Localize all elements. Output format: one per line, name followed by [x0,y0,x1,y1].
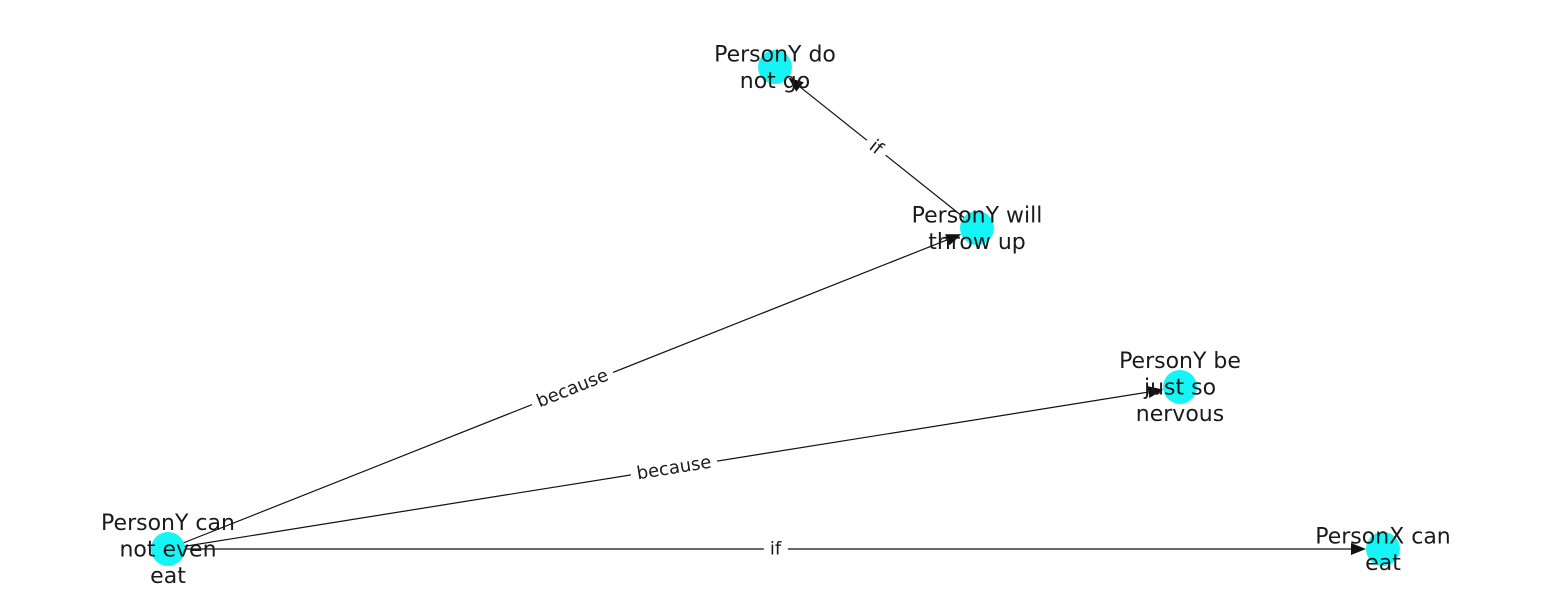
node-label: PersonY do not go [714,42,836,93]
node-label-line: PersonY be [1119,349,1241,374]
arrowhead-3 [1351,543,1366,555]
node-label-line: throw up [928,230,1026,255]
edges-layer [167,77,1366,555]
node-label-line: PersonY can [101,511,235,536]
node-label-line: eat [150,564,186,589]
node-label-line: not go [740,69,810,94]
node-circle-n_throw_up [960,211,994,245]
edge-label-group-0: if [859,131,893,165]
node-label-line: PersonY do [714,42,836,67]
node-label-line: eat [1365,551,1401,576]
edge-label-background [859,131,893,165]
edge-label: if [770,539,782,560]
edge-labels-layer: if because because if [527,131,893,561]
edge-label: because [534,365,612,412]
node-label-line: PersonY will [912,203,1043,228]
node-circle-n_x_can_eat [1366,532,1400,566]
arrowhead-1 [945,234,962,246]
edge-label-background [527,361,618,416]
node-circle-n_do_not_go [758,50,792,84]
edge-label-group-3: if [763,537,788,561]
edge-line-0 [799,86,978,229]
node-label: PersonY will throw up [912,203,1043,255]
node-label: PersonY can not even eat [101,511,235,589]
node-label-line: not even [119,538,216,563]
node-label-line: just so [1143,376,1216,401]
node-label: PersonY be just so nervous [1119,349,1241,427]
node-circle-n_nervous [1163,370,1197,404]
node-label-line: nervous [1136,402,1224,427]
arrowhead-2 [1147,386,1164,398]
edge-label-background [763,537,788,561]
node-label: PersonX can eat [1315,524,1451,576]
arrowhead-0 [788,77,804,92]
nodes-layer [151,50,1400,566]
edge-label-group-2: because [629,449,719,487]
node-label-line: PersonX can [1315,524,1451,549]
edge-label-background [629,449,719,487]
edge-label-group-1: because [527,361,618,416]
node-circle-n_cannot_eat [151,532,185,566]
